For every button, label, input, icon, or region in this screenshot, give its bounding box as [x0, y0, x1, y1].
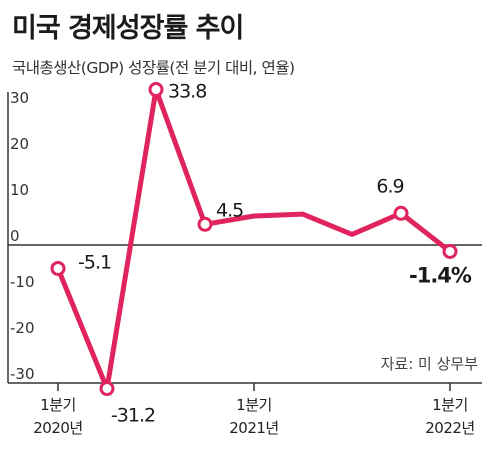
data-point — [442, 243, 458, 259]
y-tick-label: -30 — [10, 365, 35, 383]
y-tick-label: -20 — [10, 319, 35, 337]
y-tick-label: 10 — [10, 181, 29, 199]
data-label: -1.4% — [409, 263, 472, 287]
x-tick-label: 2021년 — [229, 419, 278, 437]
x-tick-label: 1분기 — [432, 396, 468, 414]
data-label: 33.8 — [168, 81, 206, 103]
data-point — [197, 216, 213, 232]
data-point — [50, 260, 66, 276]
data-label: 6.9 — [376, 175, 403, 197]
data-label: -31.2 — [111, 405, 155, 427]
x-tick-label: 1분기 — [40, 396, 76, 414]
source-note: 자료: 미 상무부 — [381, 355, 479, 373]
chart-subtitle: 국내총생산(GDP) 성장률(전 분기 대비, 연율) — [12, 59, 295, 77]
y-tick-label: 0 — [10, 227, 20, 245]
chart-title: 미국 경제성장률 추이 — [12, 13, 244, 44]
data-label: -5.1 — [78, 251, 111, 273]
y-tick-label: 20 — [10, 135, 29, 153]
series-line — [55, 87, 453, 392]
x-tick-label: 1분기 — [236, 396, 272, 414]
data-point — [99, 381, 115, 397]
data-point — [393, 205, 409, 221]
y-tick-label: -10 — [10, 273, 35, 291]
x-tick-label: 2020년 — [33, 419, 82, 437]
data-label: 4.5 — [216, 199, 243, 221]
y-tick-label: 30 — [10, 89, 29, 107]
x-tick-label: 2022년 — [425, 419, 474, 437]
data-point — [148, 82, 164, 98]
